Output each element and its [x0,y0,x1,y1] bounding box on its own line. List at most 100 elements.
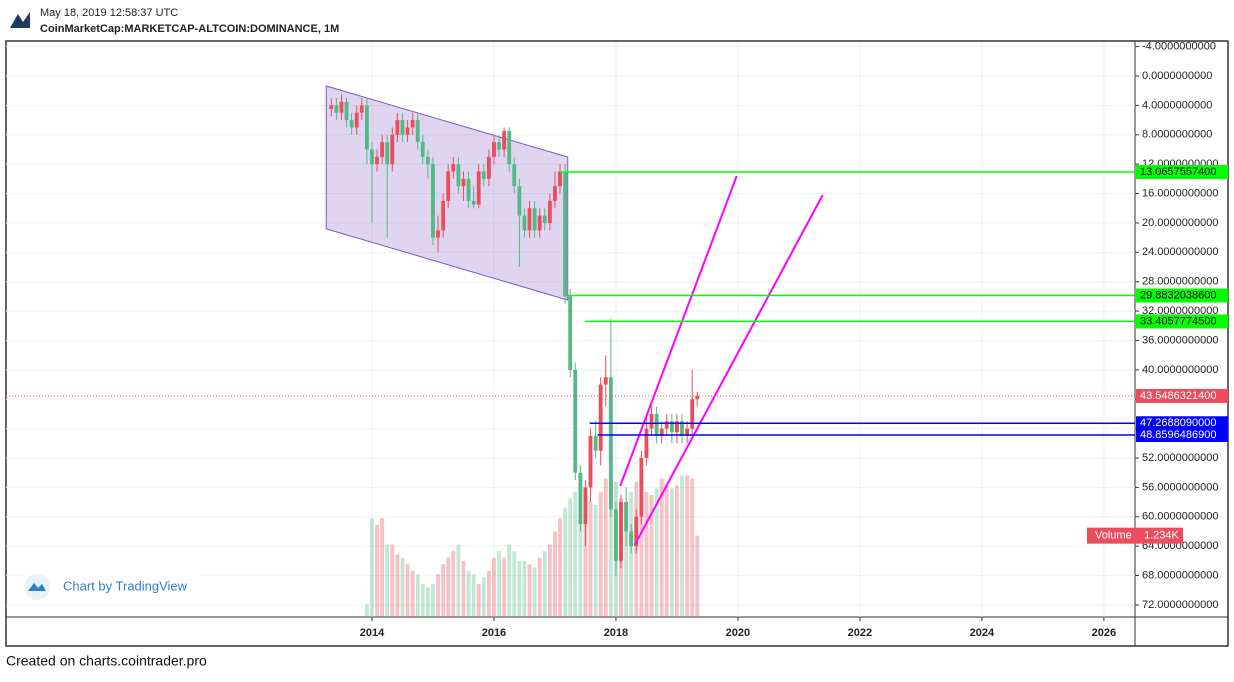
y-tick-label: 40.0000000000 [1142,364,1218,376]
candle-body [659,428,664,436]
candle-body [583,487,588,525]
candle-body [349,120,354,128]
symbol: CoinMarketCap:MARKETCAP-ALTCOIN:DOMINANC… [40,23,339,35]
x-tick-label: 2024 [970,627,995,639]
volume-bar [492,557,496,617]
candle-body [476,171,481,205]
candle-body [380,142,385,157]
candle-body [486,156,491,179]
volume-bar [598,491,603,617]
candle-body [588,435,593,488]
candle-body [471,200,476,205]
y-tick-label: 20.0000000000 [1142,217,1218,229]
price-label: 29.8832038600 [1140,289,1216,301]
volume-bar [400,557,405,617]
candle-body [446,171,451,201]
candle-body [359,105,364,113]
y-tick-label: 4.0000000000 [1142,99,1212,111]
candle-body [415,120,420,143]
price-label-bg [1136,288,1228,303]
volume-bar [395,554,400,617]
y-tick-label: -4.0000000000 [1142,41,1216,53]
candle-body [568,296,573,370]
volume-bar [563,508,568,617]
x-tick-label: 2018 [604,627,628,639]
volume-bar [532,567,537,617]
candle-body [578,472,583,525]
volume-bar [537,557,542,617]
candle-body [614,509,618,561]
candle-body [441,200,446,231]
volume-bar [542,551,547,617]
candle-body [451,164,456,172]
candle-body [669,421,674,433]
volume-bar [425,587,430,617]
volume-bar [461,560,466,617]
y-tick-label: 0.0000000000 [1142,70,1212,82]
watermark-text: Chart by TradingView [63,578,188,593]
price-label: 48.8596486900 [1140,429,1216,441]
volume-bar [593,504,598,617]
candle-body [634,516,639,547]
y-tick-label: 68.0000000000 [1142,569,1218,581]
volume-bar [522,560,527,617]
candle-body [685,428,690,436]
volume-bar [695,535,700,617]
candle-body [542,215,547,223]
watermark[interactable]: Chart by TradingView [18,572,208,602]
candle-body [370,149,374,165]
timestamp: May 18, 2019 12:58:37 UTC [40,7,178,19]
y-tick-label: 56.0000000000 [1142,481,1218,493]
logo [10,10,30,30]
volume-bar [583,495,588,617]
y-tick-label: 28.0000000000 [1142,276,1218,288]
volume-bar [451,551,456,617]
candle-body [664,421,669,429]
volume-bar [675,485,679,617]
price-label-bg [1136,427,1228,442]
candle-body [547,200,552,223]
volume-bar [431,584,435,617]
candle-body [466,178,471,201]
volume-bar [486,570,491,617]
y-tick-label: 60.0000000000 [1142,511,1218,523]
candle-body [532,208,537,231]
volume-bar [629,491,634,617]
volume-bar [664,485,669,617]
trend-line [619,175,738,487]
trend-line [633,194,824,546]
volume-bar [512,551,517,617]
volume-bar [680,475,684,617]
candle-body [537,215,542,231]
y-tick-label: 32.0000000000 [1142,305,1218,317]
candle-body [624,502,629,532]
volume-bar [507,544,512,617]
volume-bar [420,584,425,617]
candle-body [558,171,562,187]
x-tick-label: 2020 [726,627,750,639]
volume-bar [476,584,481,617]
candle-body [344,101,349,121]
volume-bar [608,472,613,617]
footer: Created on charts.cointrader.pro [6,653,207,669]
candle-body [573,369,578,473]
candle-body [619,502,623,561]
candle-body [593,435,598,451]
candle-body [502,131,507,150]
price-label-bg [1136,416,1228,431]
candle-body [644,428,649,459]
volume-bar [517,560,522,617]
volume-bar [644,491,649,617]
volume-bar [471,574,476,617]
candle-body [461,178,466,187]
volume-bar [588,501,593,617]
volume-bar [527,564,532,617]
price-label-bg [1136,164,1228,179]
volume-bar [446,557,451,617]
price-label-bg [1136,314,1228,329]
volume-bar [385,544,390,617]
candle-body [507,131,512,165]
volume-bar [370,518,374,617]
candle-body [400,120,405,135]
